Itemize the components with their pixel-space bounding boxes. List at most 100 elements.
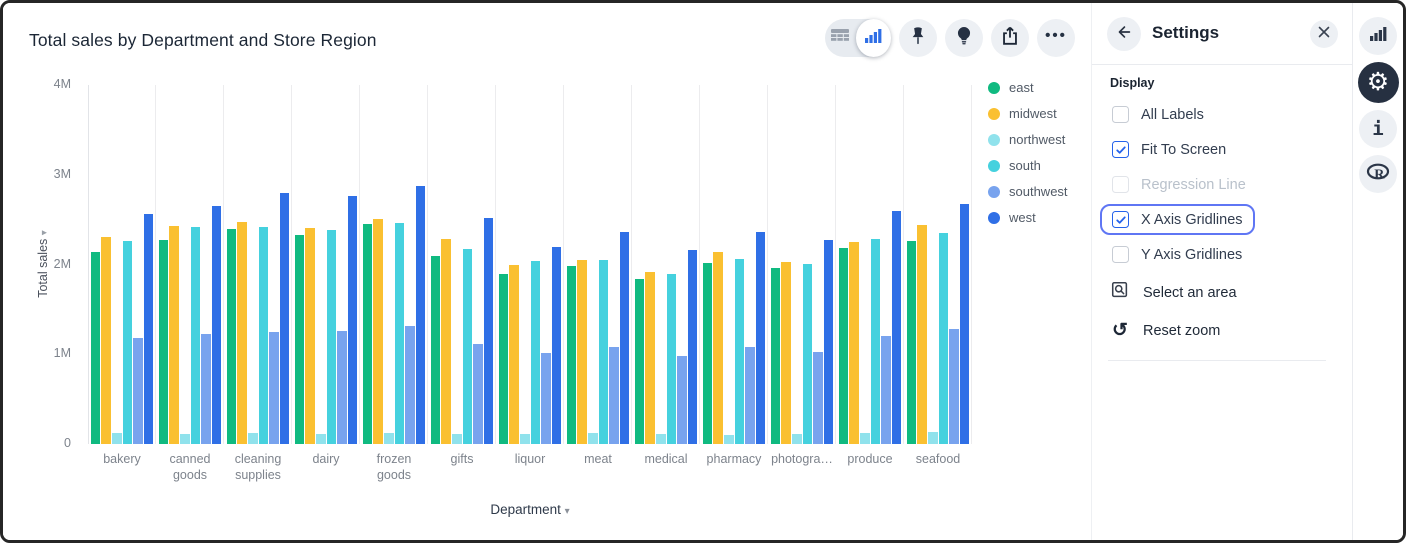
checkbox[interactable] <box>1112 141 1129 158</box>
bar-west[interactable] <box>415 185 426 444</box>
legend-item-west[interactable]: west <box>988 210 1068 225</box>
bar-south[interactable] <box>598 260 609 444</box>
bar-south[interactable] <box>802 263 813 444</box>
bar-northwest[interactable] <box>927 432 938 444</box>
bar-midwest[interactable] <box>713 251 723 444</box>
bar-northwest[interactable] <box>179 434 190 444</box>
bar-south[interactable] <box>938 233 949 444</box>
x-axis-title[interactable]: Department ▾ <box>490 502 570 517</box>
bar-west[interactable] <box>143 214 154 444</box>
bar-midwest[interactable] <box>781 261 791 444</box>
export-button[interactable] <box>991 19 1029 57</box>
bar-east[interactable] <box>362 224 373 444</box>
bar-south[interactable] <box>734 259 745 444</box>
bar-southwest[interactable] <box>677 356 687 444</box>
bar-southwest[interactable] <box>201 333 211 444</box>
bar-west[interactable] <box>755 232 766 444</box>
bar-west[interactable] <box>347 196 358 444</box>
bar-midwest[interactable] <box>577 260 587 444</box>
bar-northwest[interactable] <box>315 434 326 444</box>
bar-midwest[interactable] <box>373 218 383 444</box>
bar-northwest[interactable] <box>587 433 598 444</box>
bar-southwest[interactable] <box>813 351 823 444</box>
bar-south[interactable] <box>394 223 405 444</box>
bar-west[interactable] <box>823 240 834 444</box>
bar-northwest[interactable] <box>655 434 666 444</box>
bar-northwest[interactable] <box>111 433 122 444</box>
bar-southwest[interactable] <box>949 329 959 444</box>
legend-item-south[interactable]: south <box>988 158 1068 173</box>
bar-south[interactable] <box>122 241 133 444</box>
checkbox[interactable] <box>1112 106 1129 123</box>
bar-east[interactable] <box>906 241 917 444</box>
bar-east[interactable] <box>634 278 645 444</box>
bar-west[interactable] <box>619 232 630 444</box>
bar-east[interactable] <box>430 255 441 444</box>
bar-northwest[interactable] <box>383 433 394 444</box>
back-button[interactable] <box>1107 17 1141 51</box>
bar-midwest[interactable] <box>849 242 859 444</box>
chart-view-toggle[interactable] <box>855 19 891 57</box>
bar-northwest[interactable] <box>791 434 802 444</box>
bar-southwest[interactable] <box>337 330 347 444</box>
bar-southwest[interactable] <box>133 338 143 444</box>
bar-midwest[interactable] <box>645 271 655 444</box>
rail-info-button[interactable]: i <box>1359 110 1397 148</box>
select-area-action[interactable]: Select an area <box>1108 274 1336 311</box>
bar-east[interactable] <box>294 234 305 444</box>
bar-south[interactable] <box>462 249 473 444</box>
bar-southwest[interactable] <box>541 353 551 444</box>
insights-button[interactable] <box>945 19 983 57</box>
rail-settings-button[interactable]: ⚙ <box>1357 62 1399 103</box>
bar-southwest[interactable] <box>881 336 891 444</box>
bar-east[interactable] <box>226 228 237 444</box>
bar-east[interactable] <box>158 240 169 444</box>
bar-southwest[interactable] <box>745 347 755 444</box>
bar-south[interactable] <box>666 274 677 444</box>
checkbox[interactable] <box>1112 246 1129 263</box>
y-axis-title[interactable]: Total sales ▾ <box>36 230 50 298</box>
bar-west[interactable] <box>891 210 902 444</box>
bar-northwest[interactable] <box>519 434 530 444</box>
bar-east[interactable] <box>702 262 713 444</box>
bar-south[interactable] <box>190 226 201 444</box>
reset-zoom-action[interactable]: ↺ Reset zoom <box>1108 315 1336 346</box>
bar-midwest[interactable] <box>441 239 451 444</box>
bar-south[interactable] <box>870 239 881 444</box>
table-view-toggle[interactable] <box>825 19 856 57</box>
bar-northwest[interactable] <box>859 433 870 444</box>
bar-northwest[interactable] <box>247 433 258 444</box>
pin-button[interactable] <box>899 19 937 57</box>
bar-west[interactable] <box>959 203 970 444</box>
checkbox[interactable] <box>1112 211 1129 228</box>
bar-southwest[interactable] <box>609 347 619 444</box>
bar-midwest[interactable] <box>101 236 111 444</box>
bar-west[interactable] <box>687 250 698 444</box>
bar-southwest[interactable] <box>473 343 483 444</box>
rail-chart-button[interactable] <box>1359 17 1397 55</box>
bar-northwest[interactable] <box>723 435 734 444</box>
bar-east[interactable] <box>498 274 509 444</box>
legend-item-northwest[interactable]: northwest <box>988 132 1068 147</box>
bar-midwest[interactable] <box>237 222 247 444</box>
bar-midwest[interactable] <box>169 225 179 444</box>
checkbox-row-fit-to-screen[interactable]: Fit To Screen <box>1100 134 1238 165</box>
bar-northwest[interactable] <box>451 434 462 444</box>
bar-east[interactable] <box>90 251 101 444</box>
legend-item-midwest[interactable]: midwest <box>988 106 1068 121</box>
checkbox-row-x-axis-gridlines[interactable]: X Axis Gridlines <box>1100 204 1255 235</box>
bar-west[interactable] <box>551 246 562 444</box>
bar-midwest[interactable] <box>917 225 927 444</box>
bar-midwest[interactable] <box>305 227 315 444</box>
bar-west[interactable] <box>279 192 290 444</box>
close-button[interactable] <box>1310 20 1338 48</box>
legend-item-southwest[interactable]: southwest <box>988 184 1068 199</box>
legend-item-east[interactable]: east <box>988 80 1068 95</box>
bar-east[interactable] <box>838 248 849 444</box>
more-options-button[interactable]: ••• <box>1037 19 1075 57</box>
bar-south[interactable] <box>530 260 541 444</box>
bar-southwest[interactable] <box>405 325 415 444</box>
bar-west[interactable] <box>483 217 494 444</box>
bar-south[interactable] <box>258 226 269 444</box>
checkbox-row-y-axis-gridlines[interactable]: Y Axis Gridlines <box>1100 239 1254 270</box>
